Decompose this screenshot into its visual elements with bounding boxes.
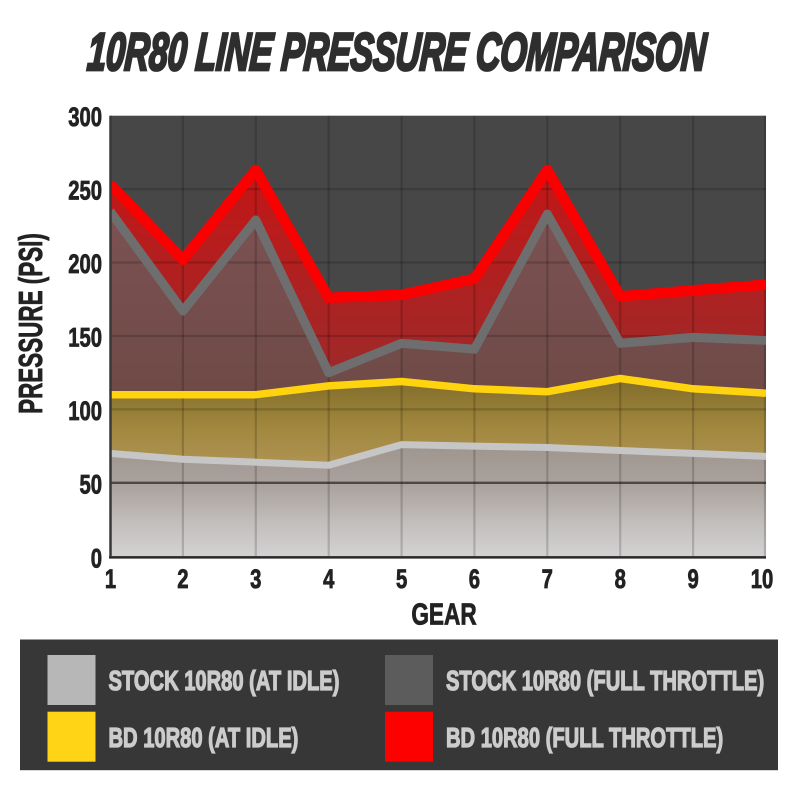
svg-text:10R80 LINE PRESSURE COMPARISON: 10R80 LINE PRESSURE COMPARISON (86, 24, 710, 82)
svg-text:3: 3 (250, 564, 261, 595)
svg-text:BD 10R80 (AT IDLE): BD 10R80 (AT IDLE) (109, 723, 299, 754)
svg-text:STOCK 10R80 (AT IDLE): STOCK 10R80 (AT IDLE) (109, 666, 340, 697)
svg-text:10: 10 (751, 564, 774, 595)
svg-text:0: 0 (91, 544, 102, 575)
svg-text:7: 7 (542, 564, 553, 595)
svg-text:5: 5 (396, 564, 407, 595)
svg-text:50: 50 (79, 470, 102, 501)
svg-text:4: 4 (323, 564, 335, 595)
svg-text:100: 100 (68, 396, 102, 427)
svg-text:6: 6 (469, 564, 480, 595)
svg-text:200: 200 (68, 249, 102, 280)
svg-text:BD 10R80 (FULL THROTTLE): BD 10R80 (FULL THROTTLE) (446, 723, 723, 754)
svg-text:GEAR: GEAR (411, 596, 477, 631)
svg-text:8: 8 (615, 564, 626, 595)
svg-text:250: 250 (68, 176, 102, 207)
svg-text:150: 150 (68, 323, 102, 354)
svg-text:2: 2 (177, 564, 188, 595)
svg-text:PRESSURE (PSI): PRESSURE (PSI) (12, 233, 49, 414)
svg-text:1: 1 (105, 564, 116, 595)
svg-text:300: 300 (68, 102, 102, 133)
svg-text:STOCK 10R80 (FULL THROTTLE): STOCK 10R80 (FULL THROTTLE) (446, 666, 764, 697)
svg-text:9: 9 (687, 564, 698, 595)
